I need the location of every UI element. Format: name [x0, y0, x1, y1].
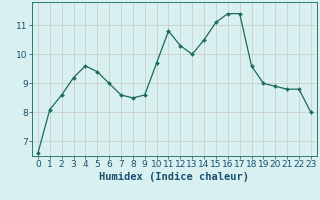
- X-axis label: Humidex (Indice chaleur): Humidex (Indice chaleur): [100, 172, 249, 182]
